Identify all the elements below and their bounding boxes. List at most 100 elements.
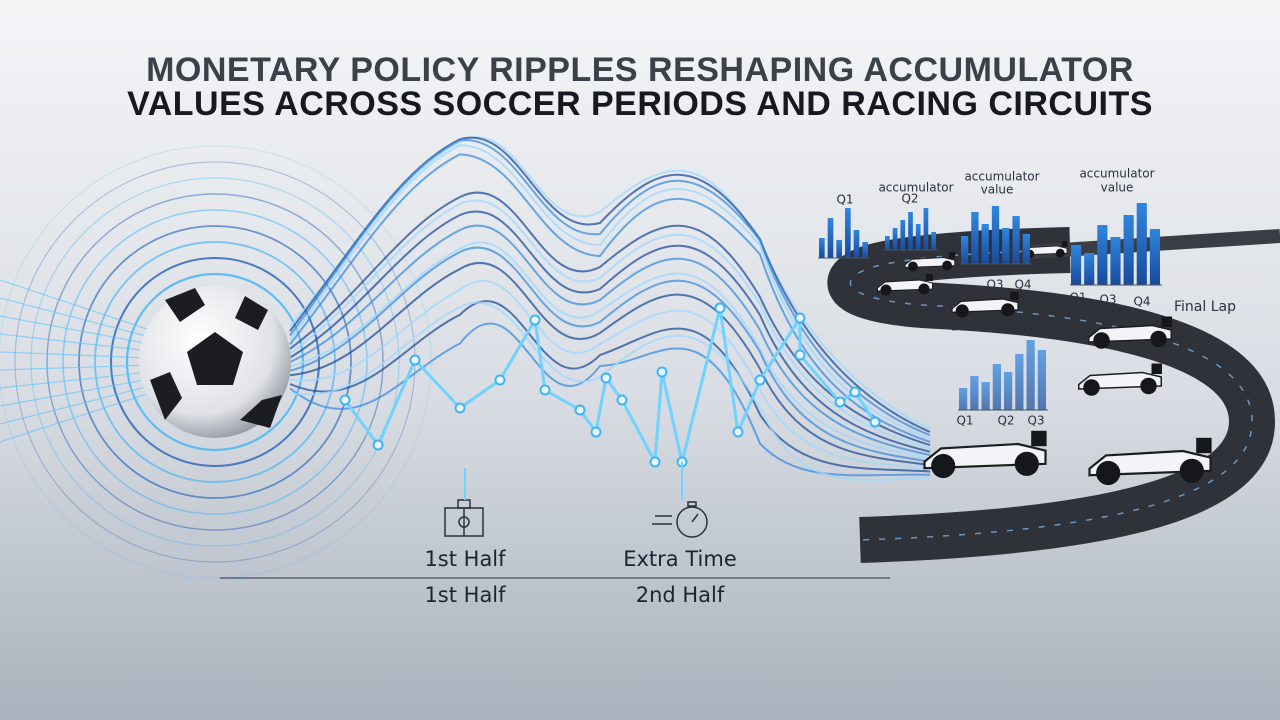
ray — [0, 392, 151, 443]
mini-bar — [853, 230, 860, 258]
signal-point — [754, 374, 766, 386]
wing — [1161, 316, 1172, 327]
ray — [0, 315, 151, 345]
period-label: Extra Time — [623, 547, 737, 571]
signal-point — [372, 439, 384, 451]
mini-bar — [845, 208, 851, 258]
mini-label: Q2 — [901, 192, 918, 206]
wheel — [918, 283, 930, 295]
mini-bar — [827, 218, 834, 258]
wheel — [1083, 379, 1100, 396]
wing — [1031, 430, 1047, 447]
wheel — [955, 304, 969, 318]
wheel — [1179, 458, 1204, 483]
signal-point — [794, 349, 806, 361]
mini-label: Q1 — [956, 414, 973, 428]
mini-label: Q3 — [1027, 414, 1044, 428]
signal-point — [656, 366, 668, 378]
mini-label: accumulator — [878, 181, 953, 195]
wheel — [1014, 451, 1039, 476]
signal-point — [794, 312, 806, 324]
mini-bar — [915, 224, 921, 250]
signal-point — [590, 426, 602, 438]
mini-bar — [836, 240, 842, 258]
wing — [948, 252, 956, 259]
mini-bar — [1002, 228, 1010, 264]
mini-bar — [1149, 229, 1160, 285]
mini-label: Q3 — [1099, 293, 1116, 307]
waves — [289, 136, 931, 481]
ripple — [30, 177, 400, 547]
wheel — [1150, 330, 1167, 348]
signal-point — [649, 456, 661, 468]
mini-bar — [970, 376, 979, 410]
mini-bar — [900, 220, 906, 250]
mini-bar — [862, 242, 868, 258]
wave — [289, 199, 931, 450]
signal-point — [869, 416, 881, 428]
mini-bar — [1015, 354, 1024, 410]
race-car — [1088, 437, 1212, 486]
signal-point — [849, 386, 861, 398]
track-line — [849, 249, 1253, 541]
mini-label: accumulator — [964, 170, 1039, 184]
period-label: 1st Half — [424, 547, 506, 571]
signal-point — [732, 426, 744, 438]
mini-bar — [1026, 340, 1035, 410]
signal-point — [494, 374, 506, 386]
race-car — [951, 291, 1019, 318]
mini-label: accumulator — [950, 320, 1025, 334]
wave — [289, 280, 931, 470]
wave — [289, 153, 931, 443]
ray — [0, 378, 151, 407]
mini-bar — [908, 212, 913, 250]
mini-bar — [1084, 253, 1095, 285]
mini-label: Q4 — [1133, 295, 1150, 309]
wave — [289, 210, 931, 453]
stopwatch-icon — [652, 501, 708, 538]
ball-patch — [187, 332, 243, 385]
wave — [289, 301, 931, 481]
mini-bar — [959, 388, 968, 410]
signal-point — [539, 384, 551, 396]
mini-label: Q2 — [997, 414, 1014, 428]
ripple — [109, 256, 321, 468]
wing — [926, 274, 933, 281]
title-line: VALUES ACROSS SOCCER PERIODS AND RACING … — [127, 85, 1153, 123]
signal-points — [339, 302, 881, 468]
wave — [289, 261, 931, 466]
ray — [0, 364, 151, 371]
mini-bar — [923, 208, 929, 250]
wave — [289, 224, 931, 456]
mini-bar — [892, 228, 898, 250]
mini-bar — [981, 224, 989, 264]
wave — [289, 322, 931, 477]
mini-bar — [1022, 234, 1030, 264]
race-car — [904, 252, 956, 272]
ray — [0, 371, 151, 389]
wheel — [1093, 332, 1110, 349]
wing — [1061, 241, 1068, 247]
period-label: 2nd Half — [636, 583, 725, 607]
wheel — [1001, 303, 1015, 317]
signal-line — [343, 307, 877, 468]
period-label: 1st Half — [424, 583, 506, 607]
mini-label: value — [981, 183, 1014, 197]
signal-point — [529, 314, 541, 326]
mini-bar — [931, 232, 936, 250]
signal-point — [714, 302, 726, 314]
signal-point — [339, 394, 351, 406]
race-car — [1088, 316, 1172, 349]
signal-point — [600, 372, 612, 384]
ray — [0, 279, 151, 331]
signal-point — [454, 402, 466, 414]
wave — [289, 139, 931, 437]
mini-bar — [1071, 245, 1082, 285]
mini-label: value — [1101, 181, 1134, 195]
ray — [0, 385, 151, 425]
mini-bar — [819, 238, 825, 258]
ball-patch — [150, 288, 282, 428]
wheel — [1055, 248, 1065, 258]
